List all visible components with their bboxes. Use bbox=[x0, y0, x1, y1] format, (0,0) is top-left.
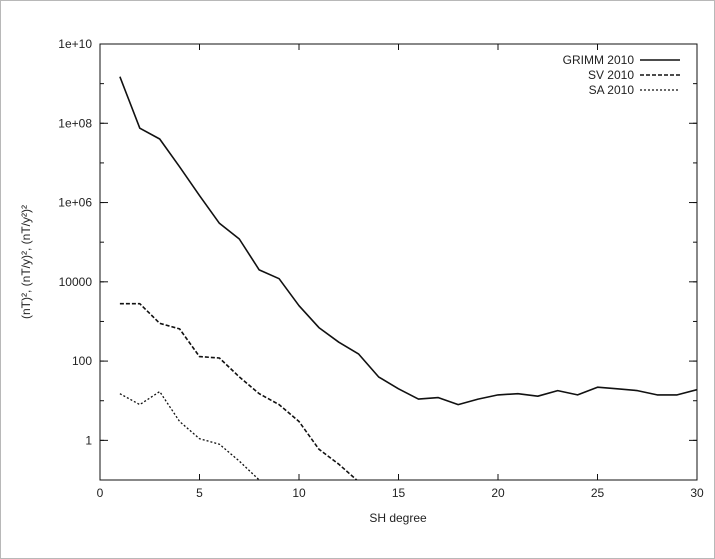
x-tick-label: 15 bbox=[392, 486, 406, 500]
legend-label: SV 2010 bbox=[588, 68, 634, 82]
x-tick-label: 30 bbox=[690, 486, 704, 500]
x-axis-title: SH degree bbox=[369, 511, 427, 525]
series-line-sa-2010 bbox=[119, 390, 260, 480]
y-tick-label: 1e+10 bbox=[58, 37, 92, 51]
x-tick-label: 20 bbox=[491, 486, 505, 500]
series-line-grimm-2010 bbox=[119, 76, 697, 406]
plot-area bbox=[99, 43, 698, 481]
x-tick-label: 10 bbox=[292, 486, 306, 500]
x-tick-label: 5 bbox=[196, 486, 203, 500]
y-axis: 1 100 10000 1e+06 1e+08 1e+10 bbox=[58, 37, 697, 481]
y-tick-label: 10000 bbox=[59, 275, 93, 289]
y-tick-label: 1e+06 bbox=[58, 196, 92, 210]
x-tick-label: 0 bbox=[97, 486, 104, 500]
y-tick-label: 1 bbox=[85, 433, 92, 447]
x-tick-label: 25 bbox=[591, 486, 605, 500]
y-tick-label: 1e+08 bbox=[58, 116, 92, 130]
series-line-sv-2010 bbox=[119, 302, 358, 480]
x-axis: 0 5 10 15 20 25 30 bbox=[97, 44, 704, 500]
legend-label: GRIMM 2010 bbox=[563, 53, 635, 67]
y-tick-label: 100 bbox=[72, 354, 92, 368]
legend-label: SA 2010 bbox=[589, 83, 635, 97]
y-axis-title: (nT)², (nT/y)², (nT/y²)² bbox=[19, 205, 33, 319]
series-layer bbox=[119, 76, 697, 480]
